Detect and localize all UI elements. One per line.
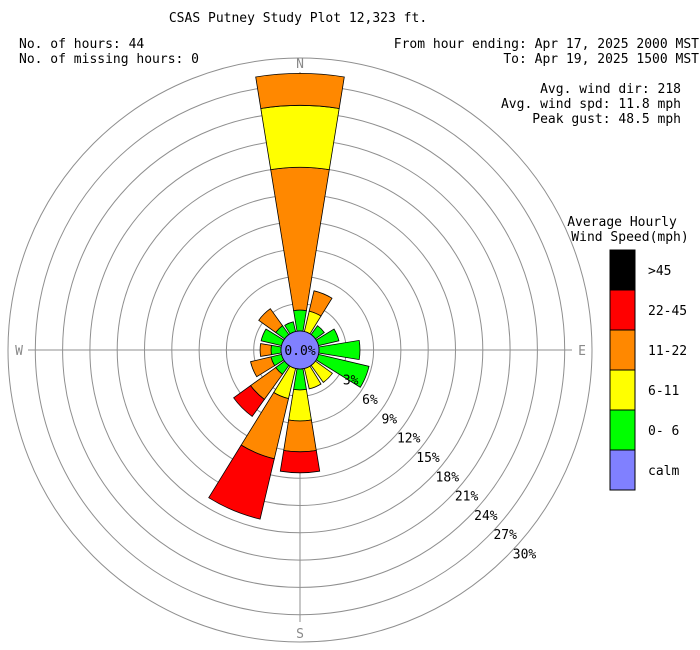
ring-label: 21% xyxy=(455,490,479,505)
petal-segment-315-2 xyxy=(258,308,284,334)
legend-label-3: 6-11 xyxy=(648,384,679,399)
missing-hours-count: No. of missing hours: 0 xyxy=(19,52,199,67)
petal-segment-202.5-3 xyxy=(208,444,275,520)
legend-label-0: >45 xyxy=(648,264,671,279)
legend-swatch-1 xyxy=(609,289,636,331)
ring-label: 12% xyxy=(397,432,421,447)
petal-segment-180-0 xyxy=(293,368,307,391)
legend-swatch-5 xyxy=(609,449,636,491)
ring-label: 24% xyxy=(474,509,498,524)
ring-label: 9% xyxy=(381,412,397,427)
petal-segment-247.5-2 xyxy=(250,356,276,378)
ring-label: 15% xyxy=(416,451,440,466)
dir-label-w: W xyxy=(15,344,23,359)
petal-segment-270-2 xyxy=(259,343,272,357)
ring-labels: 3%6%9%12% 15% 18% 21% 24% 27% 30% xyxy=(343,374,537,563)
dir-label-e: E xyxy=(578,344,586,359)
ring-label: 27% xyxy=(493,528,517,543)
legend: >45 22-45 11-22 6-11 0- 6 calm xyxy=(609,249,687,491)
legend-swatch-4 xyxy=(609,409,636,451)
legend-label-5: calm xyxy=(648,464,679,479)
legend-swatch-3 xyxy=(609,369,636,411)
petal-segment-225-3 xyxy=(233,385,265,417)
ring-10 xyxy=(7,57,593,643)
petal-segment-0-0 xyxy=(293,309,307,332)
petal-segment-180-1 xyxy=(288,388,312,422)
from-hour: From hour ending: Apr 17, 2025 2000 MST xyxy=(394,37,699,52)
to-hour: To: Apr 19, 2025 1500 MST xyxy=(503,52,699,67)
legend-swatch-2 xyxy=(609,329,636,371)
petal-segment-22.5-2 xyxy=(308,290,333,317)
petals-group xyxy=(208,73,370,520)
legend-title-1: Average Hourly xyxy=(567,215,677,230)
petal-segment-0-1 xyxy=(260,105,340,171)
hours-count: No. of hours: 44 xyxy=(19,37,144,52)
petal-segment-0-2 xyxy=(255,73,345,109)
avg-wind-dir: Avg. wind dir: 218 xyxy=(540,82,681,97)
peak-gust: Peak gust: 48.5 mph xyxy=(532,112,681,127)
ring-label: 18% xyxy=(436,470,460,485)
petal-segment-270-0 xyxy=(270,344,282,356)
ring-label: 6% xyxy=(362,393,378,408)
calm-label: 0.0% xyxy=(284,344,315,359)
legend-title-2: Wind Speed(mph) xyxy=(571,230,688,245)
legend-swatch-0 xyxy=(609,249,636,291)
petal-segment-180-2 xyxy=(283,419,317,453)
legend-label-1: 22-45 xyxy=(648,304,687,319)
petal-segment-180-3 xyxy=(279,450,321,474)
avg-wind-spd: Avg. wind spd: 11.8 mph xyxy=(501,97,681,112)
ring-label: 30% xyxy=(513,548,537,563)
legend-label-2: 11-22 xyxy=(648,344,687,359)
chart-title: CSAS Putney Study Plot 12,323 ft. xyxy=(169,11,427,26)
calm-circle xyxy=(280,330,320,370)
petal-segment-0-2 xyxy=(270,166,330,312)
dir-label-n: N xyxy=(296,57,304,72)
dir-label-s: S xyxy=(296,627,304,642)
legend-label-4: 0- 6 xyxy=(648,424,679,439)
ring-label: 3% xyxy=(343,374,359,389)
